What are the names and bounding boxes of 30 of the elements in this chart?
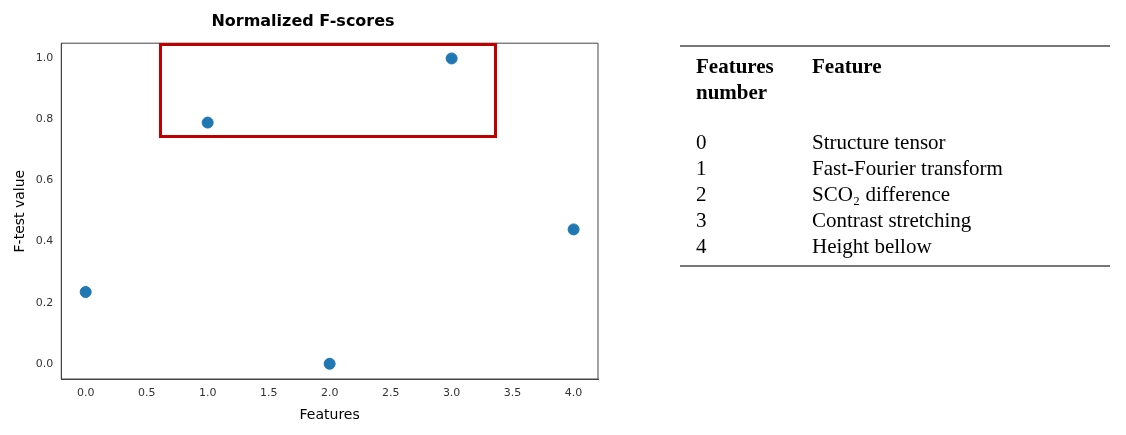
x-tick-label: 1.0 — [198, 386, 217, 400]
text: Feature — [812, 53, 883, 80]
x-tick-label: 3.5 — [503, 386, 522, 400]
y-tick-label: 0.4 — [35, 234, 54, 248]
point — [567, 223, 580, 236]
x-tick-label: 2.0 — [320, 386, 339, 400]
point — [323, 357, 336, 370]
text: Features number — [695, 53, 775, 105]
text: 0 Structure tensor — [696, 130, 946, 154]
point — [201, 116, 214, 129]
text: 2 SCO₂ difference — [696, 182, 951, 206]
y-axis-title: F-test value — [11, 169, 28, 253]
x-tick-label: 4.0 — [564, 386, 583, 400]
chart-title: Normalized F-scores — [211, 10, 395, 30]
x-tick-label: 3.0 — [442, 386, 461, 400]
x-tick-label: 1.5 — [259, 386, 278, 400]
x-tick-label: 2.5 — [381, 386, 400, 400]
y-tick-label: 0.6 — [35, 173, 54, 187]
point — [79, 286, 92, 298]
y-tick-label: 0.0 — [35, 356, 54, 370]
x-tick-label: 0.5 — [137, 386, 156, 400]
text: 4 Height bellow — [696, 234, 932, 258]
y-tick-label: 1.0 — [35, 51, 54, 65]
y-tick-label: 0.8 — [35, 112, 54, 126]
x-axis-title: Features — [299, 406, 360, 423]
x-tick-label: 0.0 — [76, 386, 95, 400]
y-tick-label: 0.2 — [35, 295, 54, 309]
text: 3 Contrast stretching — [696, 208, 972, 232]
point — [445, 52, 458, 65]
text: 1 Fast-Fourier transform — [696, 156, 1003, 180]
